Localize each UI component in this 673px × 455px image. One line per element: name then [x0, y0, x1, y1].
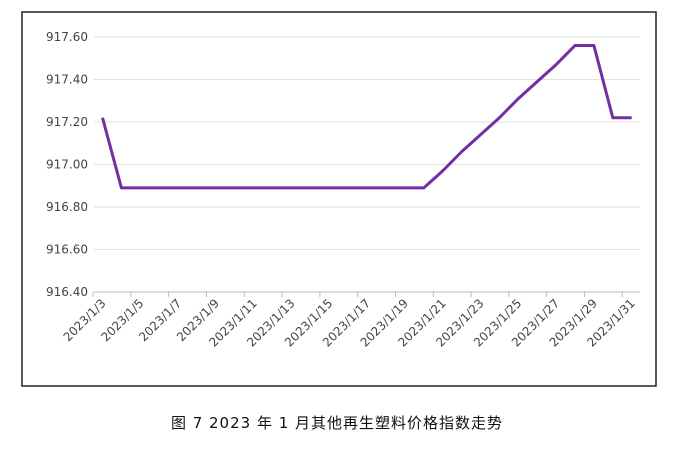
- y-tick-label: 917.20: [46, 115, 88, 129]
- y-tick-label: 917.60: [46, 30, 88, 44]
- y-tick-label: 916.80: [46, 200, 88, 214]
- y-tick-label: 916.60: [46, 243, 88, 257]
- y-tick-label: 917.00: [46, 158, 88, 172]
- chart-frame: [21, 11, 657, 387]
- caption: 图 7 2023 年 1 月其他再生塑料价格指数走势: [171, 414, 503, 432]
- y-tick-label: 917.40: [46, 73, 88, 87]
- y-tick-label: 916.40: [46, 285, 88, 299]
- line-series: [101, 44, 632, 190]
